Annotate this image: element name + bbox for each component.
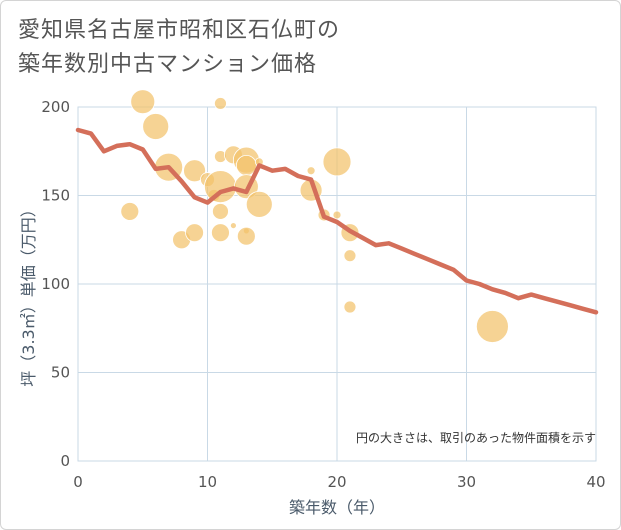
x-axis-label: 築年数（年）	[289, 498, 385, 517]
bubble-point	[235, 155, 257, 176]
chart-title-line-1: 愛知県名古屋市昭和区石仏町の	[18, 18, 341, 43]
bubble-point	[343, 300, 357, 314]
y-tick-label: 50	[51, 364, 70, 382]
x-tick-label: 10	[198, 473, 217, 491]
x-tick-label: 0	[73, 473, 83, 491]
tick-labels: 0 10 20 30 40 0 50 100 150 200	[41, 98, 605, 491]
bubble-point	[211, 223, 230, 243]
chart-title-line-2: 築年数別中古マンション価格	[18, 52, 318, 77]
x-tick-label: 20	[327, 473, 346, 491]
bubble-series	[120, 89, 509, 343]
y-tick-label: 100	[41, 275, 70, 293]
y-tick-label: 200	[41, 98, 70, 116]
trend-line-series	[75, 127, 599, 315]
x-tick-label: 40	[586, 473, 605, 491]
bubble-point	[236, 226, 256, 246]
bubble-point	[332, 210, 342, 220]
bubble-point	[142, 113, 170, 140]
bubble-point	[322, 147, 352, 177]
chart-title: 愛知県名古屋市昭和区石仏町の 築年数別中古マンション価格	[18, 14, 438, 82]
x-tick-label: 30	[457, 473, 476, 491]
bubble-point	[214, 97, 227, 110]
bubble-point	[185, 223, 204, 243]
bubble-size-note: 円の大きさは、取引のあった物件面積を示す	[356, 430, 596, 445]
bubble-point	[183, 159, 206, 183]
y-axis-label: 坪（3.3㎡）単価（万円）	[19, 201, 38, 386]
bubble-point	[343, 249, 357, 263]
bubble-point	[130, 89, 156, 115]
bubble-point	[229, 222, 237, 229]
y-tick-label: 0	[60, 452, 70, 470]
bubble-point	[245, 190, 273, 218]
bubble-point	[306, 166, 316, 176]
y-tick-label: 150	[41, 187, 70, 205]
bubble-point	[475, 310, 509, 343]
trend-line	[75, 127, 599, 315]
bubble-point	[120, 202, 140, 221]
bubble-point	[212, 203, 229, 220]
